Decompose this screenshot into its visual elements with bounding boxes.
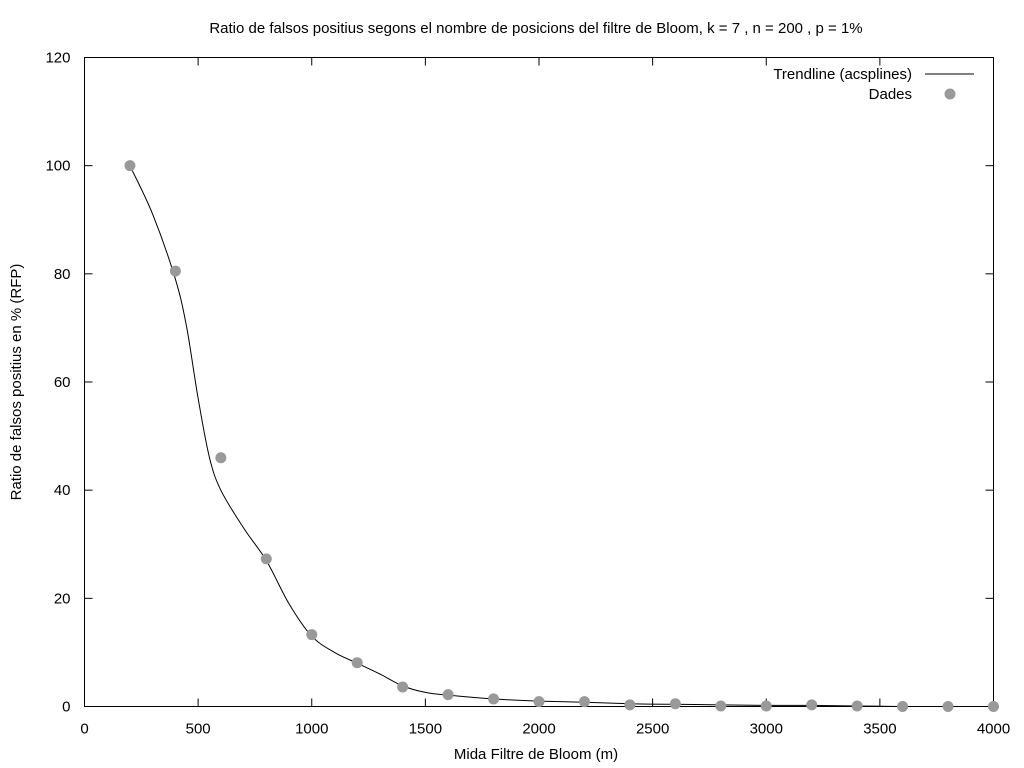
data-point	[442, 689, 454, 701]
data-point	[169, 265, 181, 277]
x-tick-label: 2500	[636, 721, 669, 738]
y-axis: 0 20 40 60 80 100 120	[45, 50, 994, 716]
legend-swatch-dades	[944, 88, 956, 100]
trendline-path	[129, 165, 903, 707]
data-point	[715, 700, 727, 712]
y-tick-label: 0	[62, 699, 70, 716]
x-tick-label: 500	[186, 721, 211, 738]
y-tick-label: 60	[54, 374, 71, 391]
data-point	[851, 700, 863, 712]
chart-title: Ratio de falsos positius segons el nombr…	[209, 20, 862, 37]
data-point	[215, 452, 227, 464]
data-point	[760, 700, 772, 712]
legend-label-trendline: Trendline (acsplines)	[773, 66, 912, 83]
x-tick-label: 3500	[863, 721, 896, 738]
x-tick-label: 1500	[409, 721, 442, 738]
dades-series	[124, 160, 999, 712]
data-point	[897, 701, 909, 712]
data-point	[578, 696, 590, 708]
data-point	[488, 693, 500, 705]
y-tick-label: 40	[54, 482, 71, 499]
data-point	[988, 701, 999, 712]
x-tick-label: 1000	[295, 721, 328, 738]
x-tick-label: 4000	[977, 721, 1010, 738]
data-point	[306, 629, 318, 641]
trendline-series	[129, 165, 903, 707]
data-point	[260, 553, 272, 565]
y-tick-label: 120	[45, 50, 70, 67]
y-tick-label: 80	[54, 266, 71, 283]
legend: Trendline (acsplines) Dades	[773, 66, 974, 103]
data-point	[124, 160, 136, 172]
y-axis-label: Ratio de falsos positius en % (RFP)	[8, 264, 25, 501]
x-axis-label: Mida Filtre de Bloom (m)	[454, 746, 618, 763]
plot-area-border	[84, 57, 994, 707]
data-point	[669, 698, 681, 710]
data-point	[533, 696, 545, 708]
data-point	[351, 657, 363, 669]
y-tick-label: 100	[45, 158, 70, 175]
y-tick-label: 20	[54, 590, 71, 607]
x-tick-label: 2000	[522, 721, 555, 738]
x-tick-label: 0	[80, 721, 88, 738]
legend-label-dades: Dades	[869, 86, 912, 103]
x-tick-label: 3000	[750, 721, 783, 738]
data-point	[624, 699, 636, 711]
x-axis: 0 500 1000 1500 2000 2500 3000 3500 4000	[80, 57, 1010, 738]
data-point	[397, 681, 409, 693]
data-point	[942, 701, 954, 712]
data-point	[806, 699, 818, 711]
